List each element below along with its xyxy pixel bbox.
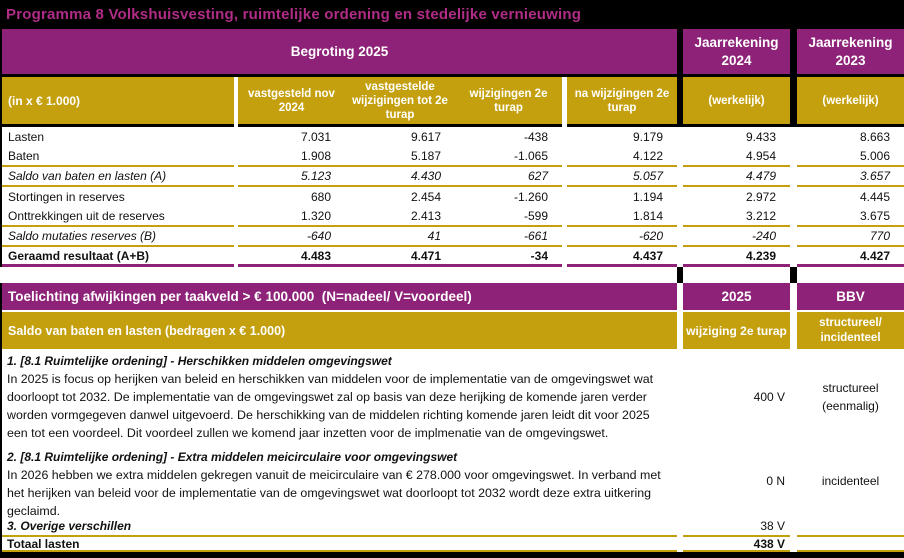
column-divider <box>790 267 797 283</box>
toelichting-header-row: Toelichting afwijkingen per taakveld > €… <box>2 283 904 310</box>
toelichting-row-totaal: Totaal lasten 438 V <box>2 537 904 552</box>
budget-table: Begroting 2025 Jaarrekening 2024 Jaarrek… <box>0 29 904 267</box>
table-row-baten: Baten 1.908 5.187 -1.065 4.122 4.954 5.0… <box>2 147 904 167</box>
item-bbv: structureel (eenmalig) <box>822 381 879 413</box>
toelichting-item-1: 1. [8.1 Ruimtelijke ordening] - Herschik… <box>2 349 904 445</box>
table-row-saldo-b: Saldo mutaties reserves (B) -640 41 -661… <box>2 227 904 247</box>
section-header-begroting: Begroting 2025 <box>2 29 677 74</box>
column-divider <box>790 29 797 74</box>
column-header-werkelijk-2024: (werkelijk) <box>683 77 790 127</box>
column-header-na-wijzigingen: na wijzigingen 2e turap <box>567 77 677 127</box>
column-divider <box>677 267 683 283</box>
toelichting-header-year: 2025 <box>683 283 790 310</box>
column-header-vastgestelde-wijzigingen: vastgestelde wijzigingen tot 2e turap <box>352 80 448 121</box>
column-divider <box>677 77 683 127</box>
table-row-geraamd-resultaat: Geraamd resultaat (A+B) 4.483 4.471 -34 … <box>2 247 904 267</box>
budget-column-header-row: (in x € 1.000) vastgesteld nov 2024 vast… <box>2 77 904 127</box>
item-body: In 2026 hebben we extra middelen gekrege… <box>7 468 661 518</box>
toelichting-row-overige: 3. Overige verschillen 38 V <box>2 517 904 537</box>
page-title: Programma 8 Volkshuisvesting, ruimtelijk… <box>6 6 582 23</box>
table-row-saldo-a: Saldo van baten en lasten (A) 5.123 4.43… <box>2 167 904 187</box>
begroting-subcolumns: vastgesteld nov 2024 vastgestelde wijzig… <box>238 77 562 127</box>
column-header-vastgesteld: vastgesteld nov 2024 <box>248 87 335 114</box>
column-header-werkelijk-2023: (werkelijk) <box>797 77 904 127</box>
toelichting-item-2: 2. [8.1 Ruimtelijke ordening] - Extra mi… <box>2 445 904 518</box>
section-header-jaarrekening-2024: Jaarrekening 2024 <box>683 29 790 74</box>
table-spacer <box>0 267 904 283</box>
toelichting-header-title: Toelichting afwijkingen per taakveld > €… <box>2 283 677 310</box>
column-divider <box>790 77 797 127</box>
section-header-jaarrekening-2023: Jaarrekening 2023 <box>797 29 904 74</box>
subheader-saldo: Saldo van baten en lasten (bedragen x € … <box>2 312 677 349</box>
toelichting-table: Toelichting afwijkingen per taakveld > €… <box>0 283 904 552</box>
item-title: 1. [8.1 Ruimtelijke ordening] - Herschik… <box>7 354 392 368</box>
table-row-lasten: Lasten 7.031 9.617 -438 9.179 9.433 8.66… <box>8 130 890 144</box>
table-row-stortingen: Stortingen in reserves 680 2.454 -1.260 … <box>8 190 890 204</box>
toelichting-header-bbv: BBV <box>797 283 904 310</box>
item-bbv: incidenteel <box>821 474 880 488</box>
column-header-unit: (in x € 1.000) <box>2 77 234 127</box>
budget-section-header-row: Begroting 2025 Jaarrekening 2024 Jaarrek… <box>2 29 904 77</box>
bottom-border-bar <box>0 552 904 558</box>
item-body: In 2025 is focus op herijken van beleid … <box>7 372 654 440</box>
column-divider <box>677 29 683 74</box>
overige-label: 3. Overige verschillen <box>2 517 677 537</box>
overige-amount: 38 V <box>683 517 790 537</box>
totaal-amount: 438 V <box>683 537 790 552</box>
item-amount: 0 N <box>766 474 785 488</box>
totaal-label: Totaal lasten <box>2 537 677 552</box>
column-header-wijzigingen-2e-turap: wijzigingen 2e turap <box>469 87 548 114</box>
item-title: 2. [8.1 Ruimtelijke ordening] - Extra mi… <box>7 450 458 464</box>
subheader-structureel-incidenteel: structureel/ incidenteel <box>797 312 904 349</box>
toelichting-subheader-row: Saldo van baten en lasten (bedragen x € … <box>2 312 904 349</box>
program-title-bar: Programma 8 Volkshuisvesting, ruimtelijk… <box>0 0 904 29</box>
item-amount: 400 V <box>753 390 785 404</box>
table-row-onttrekkingen: Onttrekkingen uit de reserves 1.320 2.41… <box>2 207 904 227</box>
subheader-wijziging: wijziging 2e turap <box>683 312 790 349</box>
